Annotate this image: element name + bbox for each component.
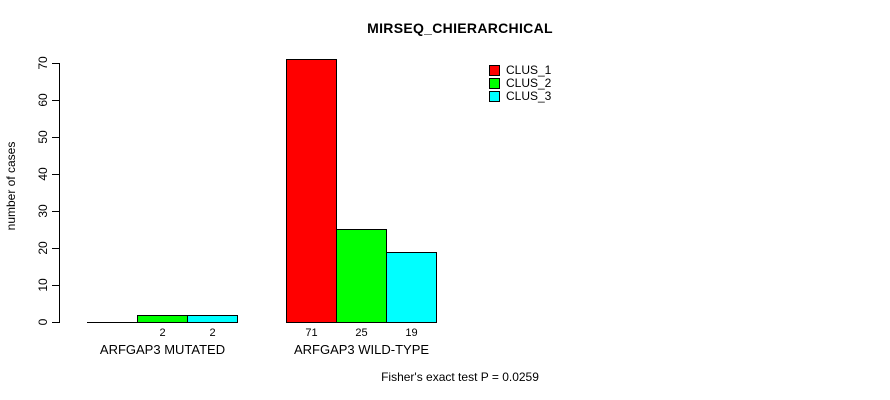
legend-label: CLUS_1 (506, 63, 552, 77)
bar-value-label: 25 (355, 327, 368, 339)
bar (336, 229, 387, 323)
bar (187, 315, 238, 323)
y-tick-label: 50 (36, 130, 50, 144)
legend-row: CLUS_1 (489, 63, 552, 77)
legend-label: CLUS_2 (506, 76, 552, 90)
annotation-text: Fisher's exact test P = 0.0259 (381, 370, 539, 384)
y-tick-label: 0 (36, 318, 50, 326)
bar-value-label: 19 (405, 327, 418, 339)
bar-zero-height (87, 322, 138, 323)
bar-value-label: 2 (209, 327, 216, 339)
bar (386, 252, 437, 323)
y-tick-label: 40 (36, 167, 50, 181)
legend: CLUS_1 CLUS_2 CLUS_3 (489, 63, 552, 103)
legend-swatch (489, 78, 500, 89)
y-tick (52, 248, 59, 249)
bar-value-label: 71 (305, 327, 318, 339)
y-tick (52, 211, 59, 212)
y-tick (52, 137, 59, 138)
legend-label: CLUS_3 (506, 89, 552, 103)
y-tick (52, 174, 59, 175)
category-label: ARFGAP3 MUTATED (99, 342, 226, 357)
category-label: ARFGAP3 WILD-TYPE (293, 342, 430, 357)
y-tick-label: 70 (36, 56, 50, 70)
bar (286, 59, 337, 323)
legend-row: CLUS_2 (489, 76, 552, 90)
bar (137, 315, 188, 323)
y-tick-label: 30 (36, 204, 50, 218)
y-tick (52, 100, 59, 101)
legend-swatch (489, 91, 500, 102)
y-tick-label: 20 (36, 241, 50, 255)
y-axis-line (59, 63, 60, 323)
y-tick (52, 322, 59, 323)
y-tick (52, 285, 59, 286)
y-tick (52, 63, 59, 64)
bar-value-label: 2 (159, 327, 166, 339)
chart-title: MIRSEQ_CHIERARCHICAL (367, 20, 553, 36)
legend-row: CLUS_3 (489, 89, 552, 103)
y-tick-label: 60 (36, 93, 50, 107)
legend-swatch (489, 65, 500, 76)
y-tick-label: 10 (36, 278, 50, 292)
